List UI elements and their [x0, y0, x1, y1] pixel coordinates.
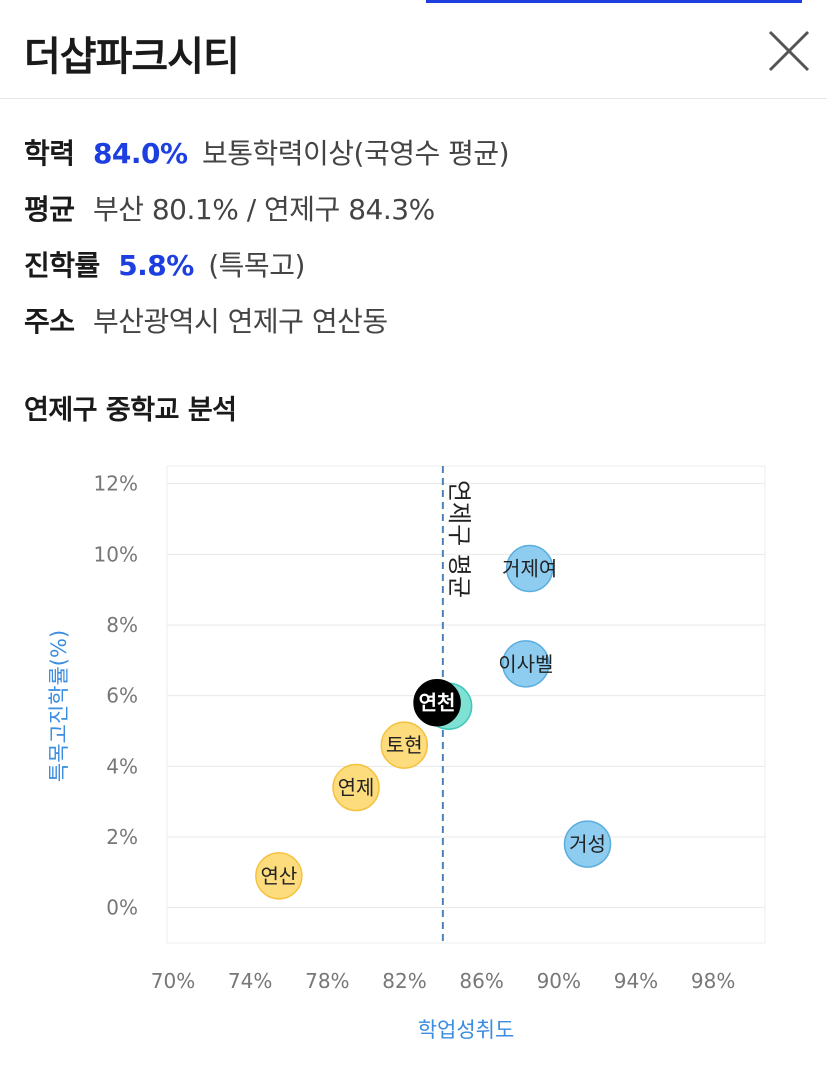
scatter-chart: 0% 2% 4% 6% 8% 10% 12% 70% 74% 78% 82% 86% 90% 94% 98%…: [47, 465, 766, 1042]
info-list: 학력 84.0% 보통학력이상(국영수 평균) 평균 부산 80.1% / 연제…: [24, 126, 510, 350]
x-tick-label: 86%: [459, 969, 503, 993]
section-title: 연제구 중학교 분석: [24, 395, 237, 426]
y-tick-label: 10%: [94, 542, 138, 566]
entrance-desc: (특목고): [208, 249, 305, 282]
x-tick-label: 90%: [537, 969, 581, 993]
average-key: 평균: [24, 193, 75, 226]
x-tick-label: 74%: [228, 969, 272, 993]
achievement-desc: 보통학력이상(국영수 평균): [201, 137, 510, 170]
point-label: 거성: [569, 832, 606, 856]
x-tick-label: 70%: [151, 969, 195, 993]
page-title: 더샵파크시티: [24, 34, 240, 80]
achievement-key: 학력: [24, 137, 75, 170]
plot-area: [166, 465, 766, 944]
info-row-achievement: 학력 84.0% 보통학력이상(국영수 평균): [24, 126, 510, 182]
x-tick-label: 94%: [614, 969, 658, 993]
x-tick-label: 82%: [382, 969, 426, 993]
entrance-key: 진학률: [24, 249, 100, 282]
reference-line-label: 연제구 평균: [445, 480, 473, 598]
y-tick-label: 8%: [106, 613, 138, 637]
achievement-value: 84.0%: [92, 137, 188, 170]
info-row-average: 평균 부산 80.1% / 연제구 84.3%: [24, 182, 509, 238]
y-axis-title: 특목고진학률(%): [47, 630, 71, 782]
y-tick-label: 12%: [94, 472, 138, 496]
scatter-point: [380, 721, 429, 769]
point-label: 거제여: [502, 556, 557, 580]
x-tick-label: 98%: [691, 969, 735, 993]
y-tick-label: 0%: [106, 896, 138, 920]
entrance-value: 5.8%: [118, 249, 194, 282]
top-accent-bar: [426, 0, 802, 3]
y-tick-label: 4%: [106, 754, 138, 778]
average-value: 부산 80.1% / 연제구 84.3%: [92, 193, 435, 226]
y-tick-label: 6%: [106, 684, 138, 708]
close-icon: [768, 30, 810, 72]
scatter-point: [563, 820, 612, 868]
address-key: 주소: [24, 305, 75, 338]
y-tick-label: 2%: [106, 825, 138, 849]
scatter-point: [413, 678, 461, 727]
scatter-point: [502, 640, 550, 688]
scatter-point: [332, 763, 380, 812]
point-label: 토현: [386, 733, 423, 757]
point-label: 연제: [338, 776, 375, 800]
point-label: 이사벨: [498, 652, 553, 676]
header: 더샵파크시티: [0, 0, 827, 99]
info-row-entrance: 진학률 5.8% (특목고): [24, 238, 509, 294]
scatter-point: [255, 852, 303, 900]
info-row-address: 주소 부산광역시 연제구 연산동: [24, 294, 509, 350]
close-button[interactable]: [764, 26, 814, 76]
x-tick-label: 78%: [305, 969, 349, 993]
x-axis-title: 학업성취도: [418, 1018, 515, 1042]
point-label: 연산: [260, 864, 297, 888]
scatter-point: [505, 544, 554, 593]
address-value: 부산광역시 연제구 연산동: [92, 305, 388, 338]
point-label: 연천: [419, 691, 456, 715]
